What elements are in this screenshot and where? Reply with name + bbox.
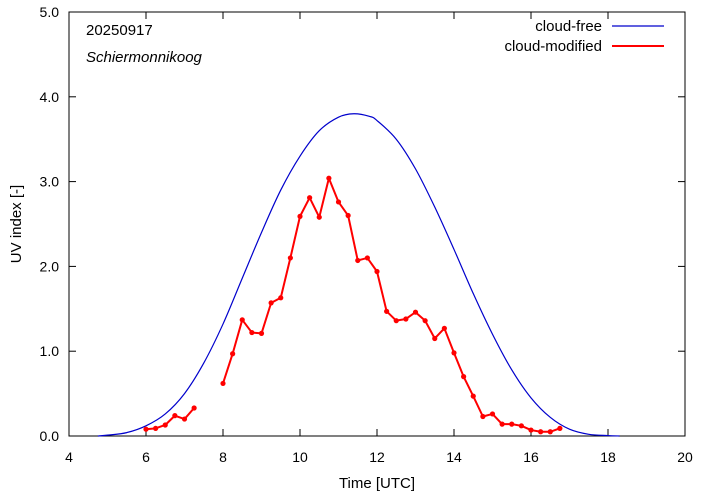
data-point-cloud-modified bbox=[335, 199, 342, 205]
data-point-cloud-modified bbox=[297, 213, 303, 219]
data-point-cloud-modified bbox=[220, 380, 226, 387]
y-tick-label: 5.0 bbox=[40, 4, 60, 20]
data-point-cloud-modified bbox=[451, 350, 457, 356]
data-point-cloud-modified bbox=[287, 255, 293, 261]
legend-label-cloud-modified: cloud-modified bbox=[504, 38, 602, 55]
data-point-cloud-modified bbox=[384, 308, 390, 314]
data-point-cloud-modified bbox=[403, 316, 409, 322]
series-layer bbox=[97, 113, 620, 437]
x-tick-label: 20 bbox=[677, 449, 693, 465]
data-point-cloud-modified bbox=[412, 309, 419, 315]
legend-label-cloud-free: cloud-free bbox=[535, 18, 602, 35]
data-point-cloud-modified bbox=[230, 351, 236, 357]
station-annotation: Schiermonnikoog bbox=[86, 49, 203, 66]
data-point-cloud-modified bbox=[316, 214, 322, 220]
data-point-cloud-modified bbox=[461, 374, 467, 380]
data-point-cloud-modified bbox=[326, 175, 332, 181]
data-point-cloud-modified bbox=[499, 421, 505, 427]
data-point-cloud-modified bbox=[307, 195, 313, 201]
y-axis-title: UV index [-] bbox=[8, 185, 25, 263]
x-tick-label: 18 bbox=[600, 449, 616, 465]
x-tick-label: 16 bbox=[523, 449, 539, 465]
data-point-cloud-modified bbox=[143, 426, 149, 432]
data-point-cloud-modified bbox=[557, 425, 563, 431]
data-point-cloud-modified bbox=[355, 257, 361, 264]
data-point-cloud-modified bbox=[345, 212, 351, 219]
date-annotation: 20250917 bbox=[86, 22, 153, 39]
plot-frame bbox=[68, 11, 686, 437]
y-tick-label: 1.0 bbox=[40, 343, 60, 359]
y-tick-label: 2.0 bbox=[40, 258, 60, 274]
y-tick-label: 4.0 bbox=[40, 89, 60, 105]
data-point-cloud-modified bbox=[268, 300, 274, 306]
data-point-cloud-modified bbox=[393, 318, 399, 324]
x-axis-title: Time [UTC] bbox=[339, 475, 415, 492]
series-line-cloud-modified bbox=[222, 177, 561, 433]
data-point-cloud-modified bbox=[278, 295, 284, 301]
x-tick-label: 4 bbox=[65, 449, 73, 465]
data-point-cloud-modified bbox=[509, 421, 515, 427]
data-point-cloud-modified bbox=[364, 255, 370, 261]
data-point-cloud-modified bbox=[480, 413, 486, 420]
series-line-cloud-free bbox=[97, 113, 620, 437]
data-point-cloud-modified bbox=[518, 423, 524, 429]
y-tick-label: 3.0 bbox=[40, 174, 60, 190]
data-point-cloud-modified bbox=[181, 416, 188, 422]
data-point-cloud-modified bbox=[422, 318, 428, 324]
data-point-cloud-modified bbox=[538, 429, 544, 435]
data-point-cloud-modified bbox=[432, 335, 438, 342]
data-point-cloud-modified bbox=[470, 393, 476, 399]
data-point-cloud-modified bbox=[547, 429, 553, 435]
data-point-cloud-modified bbox=[528, 427, 534, 433]
data-point-cloud-modified bbox=[239, 317, 245, 323]
data-point-cloud-modified bbox=[162, 422, 168, 428]
legend: cloud-free cloud-modified bbox=[504, 18, 664, 55]
x-tick-label: 12 bbox=[369, 449, 385, 465]
data-point-cloud-modified bbox=[489, 411, 496, 417]
y-tick-label: 0.0 bbox=[40, 428, 60, 444]
data-point-cloud-modified bbox=[441, 325, 447, 331]
x-tick-label: 14 bbox=[446, 449, 462, 465]
x-tick-label: 10 bbox=[292, 449, 308, 465]
data-point-cloud-modified bbox=[172, 413, 178, 419]
data-point-cloud-modified bbox=[258, 330, 265, 336]
x-tick-label: 8 bbox=[219, 449, 227, 465]
axis-tick-labels: 4 6 8 10 12 14 16 18 20 0.0 1.0 2.0 3.0 4.0 5.0 bbox=[40, 4, 693, 465]
data-point-cloud-modified bbox=[374, 268, 380, 275]
data-point-cloud-modified bbox=[191, 405, 197, 411]
axis-ticks bbox=[68, 11, 686, 437]
x-tick-label: 6 bbox=[142, 449, 150, 465]
data-point-cloud-modified bbox=[153, 425, 159, 431]
data-point-cloud-modified bbox=[249, 329, 255, 336]
